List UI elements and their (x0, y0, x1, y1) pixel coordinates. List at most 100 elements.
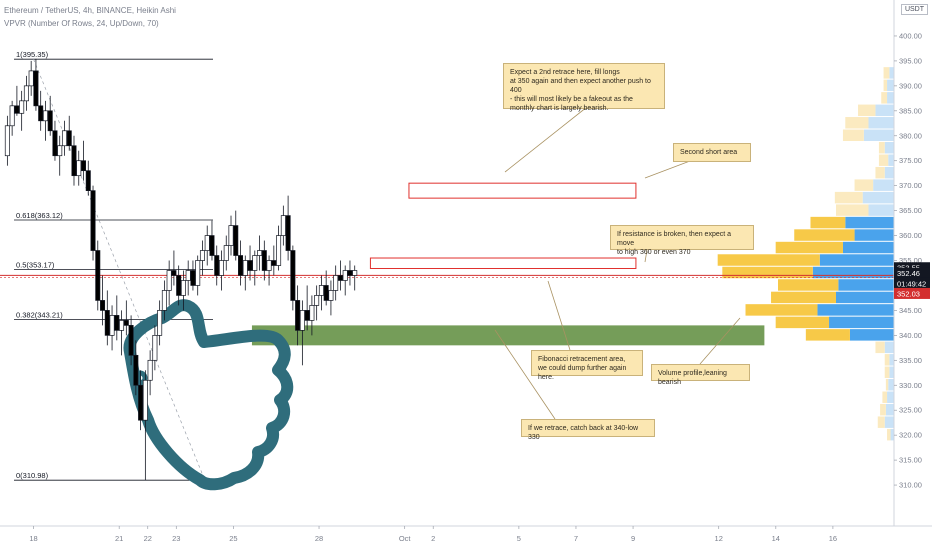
annotation-connector (699, 317, 741, 365)
candle-body (157, 310, 163, 336)
candle-body (190, 270, 196, 286)
candle-body (90, 190, 96, 251)
time-tick-label: 16 (829, 534, 837, 543)
candle-body (52, 130, 58, 157)
candle-body (342, 270, 348, 281)
annotation-retrace-note[interactable]: Expect a 2nd retrace here, fill longs at… (503, 63, 665, 112)
candle-body (238, 255, 244, 276)
resistance-box (408, 182, 637, 199)
price-tick-label: 340.00 (899, 331, 922, 340)
volume-profile-bar-up (887, 92, 894, 104)
price-tick-label: 335.00 (899, 356, 922, 365)
time-tick-label: 18 (29, 534, 37, 543)
volume-profile-bar-down (875, 166, 885, 179)
candle-body (185, 270, 191, 281)
volume-profile-bar-up (812, 266, 894, 279)
candle-body (218, 260, 224, 276)
time-tick-label: 7 (574, 534, 578, 543)
thumbs-up-outline (123, 299, 294, 491)
fib-level-label: 0.382(343.21) (16, 310, 63, 319)
volume-profile-bar-down (775, 241, 843, 254)
price-tick-label: 365.00 (899, 206, 922, 215)
volume-profile-bar-up (888, 379, 894, 391)
volume-profile-bar-up (889, 354, 894, 366)
candle-body (133, 354, 139, 386)
candle-body (318, 285, 324, 296)
candle-body (171, 270, 177, 276)
candle-body (257, 250, 263, 256)
currency-badge[interactable]: USDT (900, 4, 928, 15)
candle-body (233, 225, 239, 256)
volume-profile-bar-down (771, 291, 836, 304)
volume-profile-bar-down (878, 154, 889, 166)
annotation-connectors (494, 106, 741, 420)
candle-body (209, 235, 215, 256)
candle-body (100, 300, 106, 311)
price-label-box (894, 267, 930, 279)
volume-profile-bar-down (722, 266, 813, 279)
candle-body (57, 145, 63, 157)
candle-body (261, 250, 267, 271)
indicator-legend: VPVR (Number Of Rows, 24, Up/Down, 70) (4, 19, 159, 28)
price-label-text: 352.03 (897, 289, 920, 298)
annotation-retrace-catch-note[interactable]: If we retrace, catch back at 340-low 330 (521, 419, 655, 441)
candle-body (204, 235, 210, 251)
volume-profile-bar-up (868, 117, 894, 129)
volume-profile-bar-up (884, 341, 894, 354)
time-tick-label: 14 (772, 534, 780, 543)
volume-profile-bar-up (862, 191, 894, 204)
candle-body (104, 310, 110, 336)
volume-profile-bar-down (775, 316, 830, 329)
annotation-short-area-note[interactable]: Second short area (673, 143, 751, 162)
time-tick-label: 5 (517, 534, 521, 543)
chart-title: Ethereum / TetherUS, 4h, BINANCE, Heikin… (4, 6, 176, 15)
candle-body (195, 260, 201, 286)
candle-body (138, 384, 144, 421)
annotation-connector (547, 280, 571, 351)
annotation-volume-note[interactable]: Volume profile,leaning bearish (651, 364, 750, 386)
annotation-fib-note[interactable]: Fibonacci retracement area, we could dum… (531, 350, 643, 381)
volume-profile-bar-up (887, 79, 894, 92)
time-tick-label: 28 (315, 534, 323, 543)
price-tick-label: 320.00 (899, 431, 922, 440)
candle-body (81, 160, 87, 172)
candle-body (161, 290, 167, 311)
price-label-text: 01:49:42 (897, 279, 926, 288)
volume-profile-bar-up (854, 229, 894, 241)
time-axis: 18 21 22 23 25 28 Oct 2 5 7 9 12 14 16 (29, 526, 837, 543)
candle-body (347, 270, 353, 276)
volume-profile-bar-up (842, 241, 894, 254)
annotation-connector (644, 160, 691, 179)
candle-body (228, 225, 234, 246)
volume-profile-bar-down (884, 366, 890, 379)
volume-profile-bar-up (845, 216, 894, 229)
candle-body (19, 100, 25, 114)
price-tick-label: 370.00 (899, 181, 922, 190)
annotation-resistance-note[interactable]: If resistance is broken, then expect a m… (610, 225, 754, 256)
candle-body (299, 310, 305, 331)
fib-level-label: 0(310.98) (16, 471, 49, 480)
candle-body (314, 295, 320, 306)
volume-profile-bar-up (888, 154, 894, 166)
candle-body (42, 110, 48, 122)
volume-profile-bar-up (838, 279, 894, 291)
price-tick-label: 390.00 (899, 81, 922, 90)
price-label-box (894, 277, 930, 289)
candle-body (85, 170, 91, 192)
time-tick-label: 25 (229, 534, 237, 543)
volume-profile-bar-down (883, 67, 890, 79)
volume-profile-bar-down (745, 304, 818, 316)
candle-body (76, 160, 82, 177)
volume-profile-bar-down (854, 179, 874, 191)
price-tick-label: 325.00 (899, 406, 922, 415)
volume-profile-bar-down (877, 416, 885, 428)
time-tick-label: 23 (172, 534, 180, 543)
volume-profile-bar-up (885, 403, 894, 416)
price-tick-label: 345.00 (899, 306, 922, 315)
candle-body (123, 320, 129, 326)
candle-body (337, 275, 343, 281)
price-tick-label: 355.00 (899, 256, 922, 265)
candle-body (252, 255, 258, 271)
